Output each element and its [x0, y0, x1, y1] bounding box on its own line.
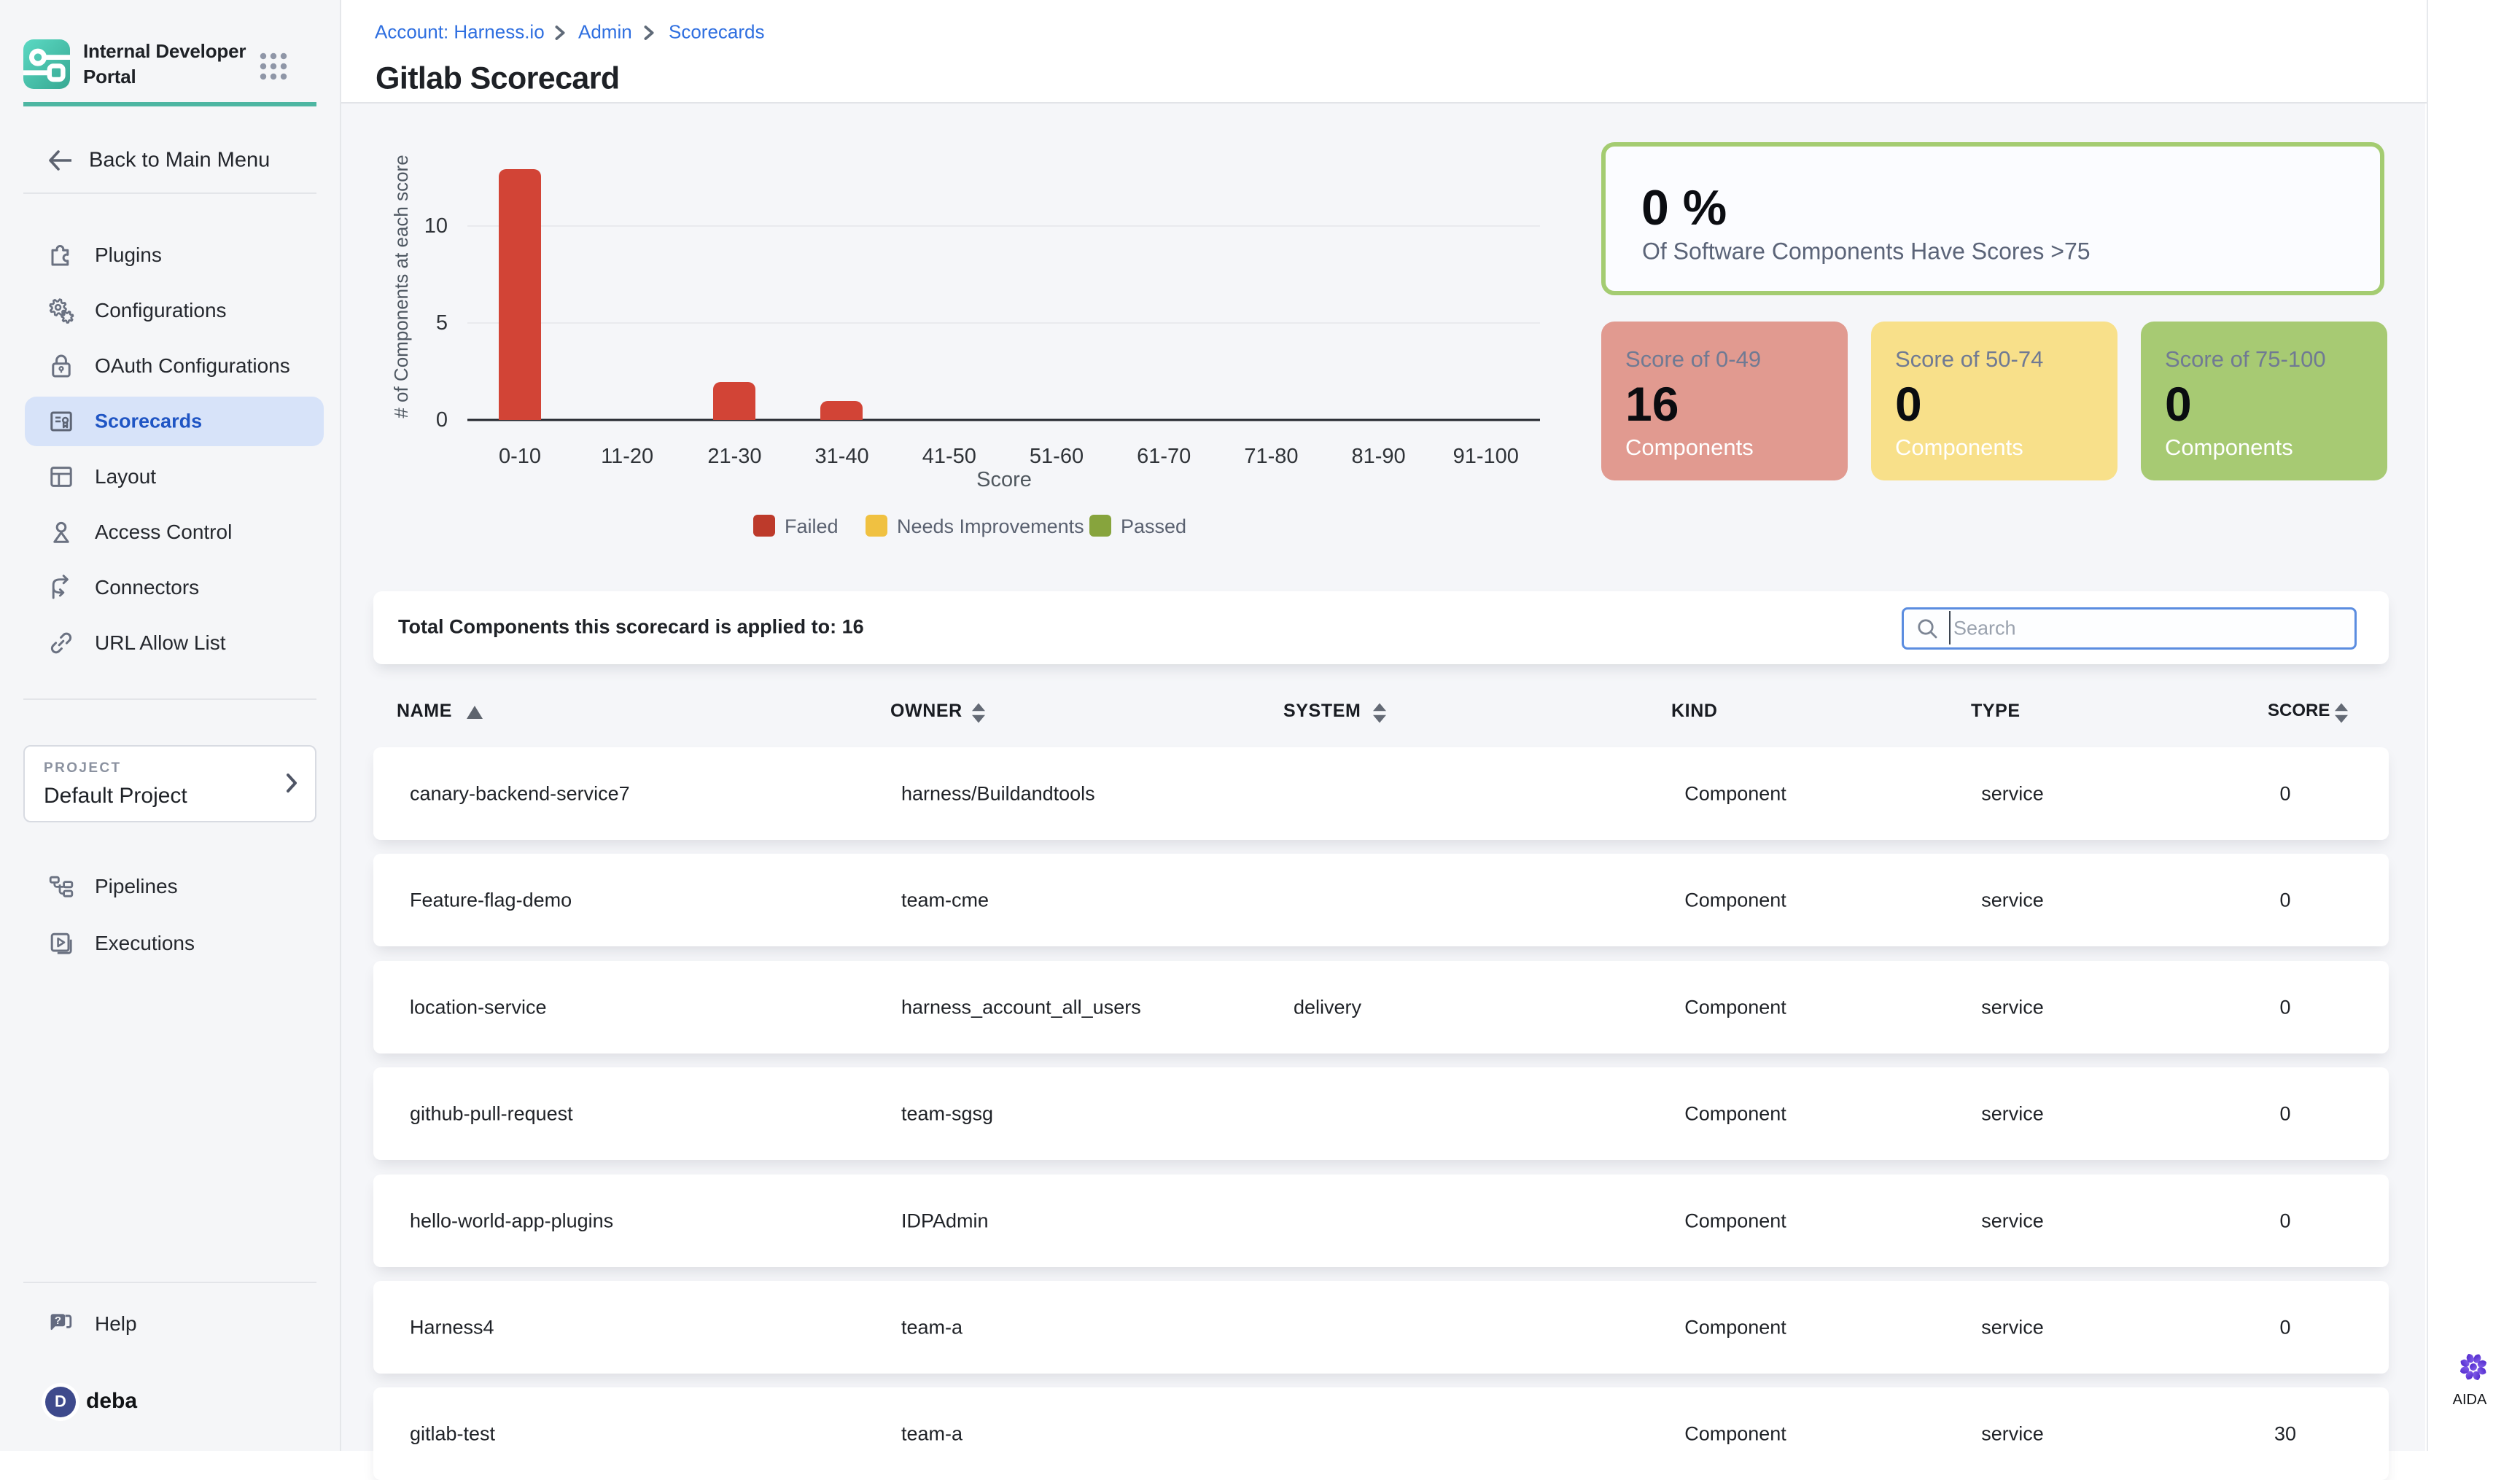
svg-text:Score: Score	[976, 468, 1032, 491]
svg-text:11-20: 11-20	[601, 445, 653, 468]
svg-text:81-90: 81-90	[1352, 445, 1406, 468]
svg-text:Failed: Failed	[785, 515, 839, 537]
svg-text:5: 5	[436, 311, 448, 335]
svg-text:31-40: 31-40	[815, 445, 869, 468]
svg-text:61-70: 61-70	[1137, 445, 1191, 468]
svg-text:Needs Improvements: Needs Improvements	[897, 515, 1084, 537]
svg-text:0: 0	[436, 408, 448, 432]
svg-text:10: 10	[424, 214, 448, 238]
svg-text:51-60: 51-60	[1030, 445, 1084, 468]
svg-text:71-80: 71-80	[1244, 445, 1298, 468]
svg-text:0-10: 0-10	[499, 445, 541, 468]
svg-text:Passed: Passed	[1121, 515, 1186, 537]
svg-text:# of Components at each score: # of Components at each score	[390, 155, 412, 418]
svg-text:41-50: 41-50	[922, 445, 976, 468]
svg-text:?: ?	[55, 1315, 61, 1327]
svg-text:91-100: 91-100	[1453, 445, 1519, 468]
svg-text:21-30: 21-30	[707, 445, 761, 468]
